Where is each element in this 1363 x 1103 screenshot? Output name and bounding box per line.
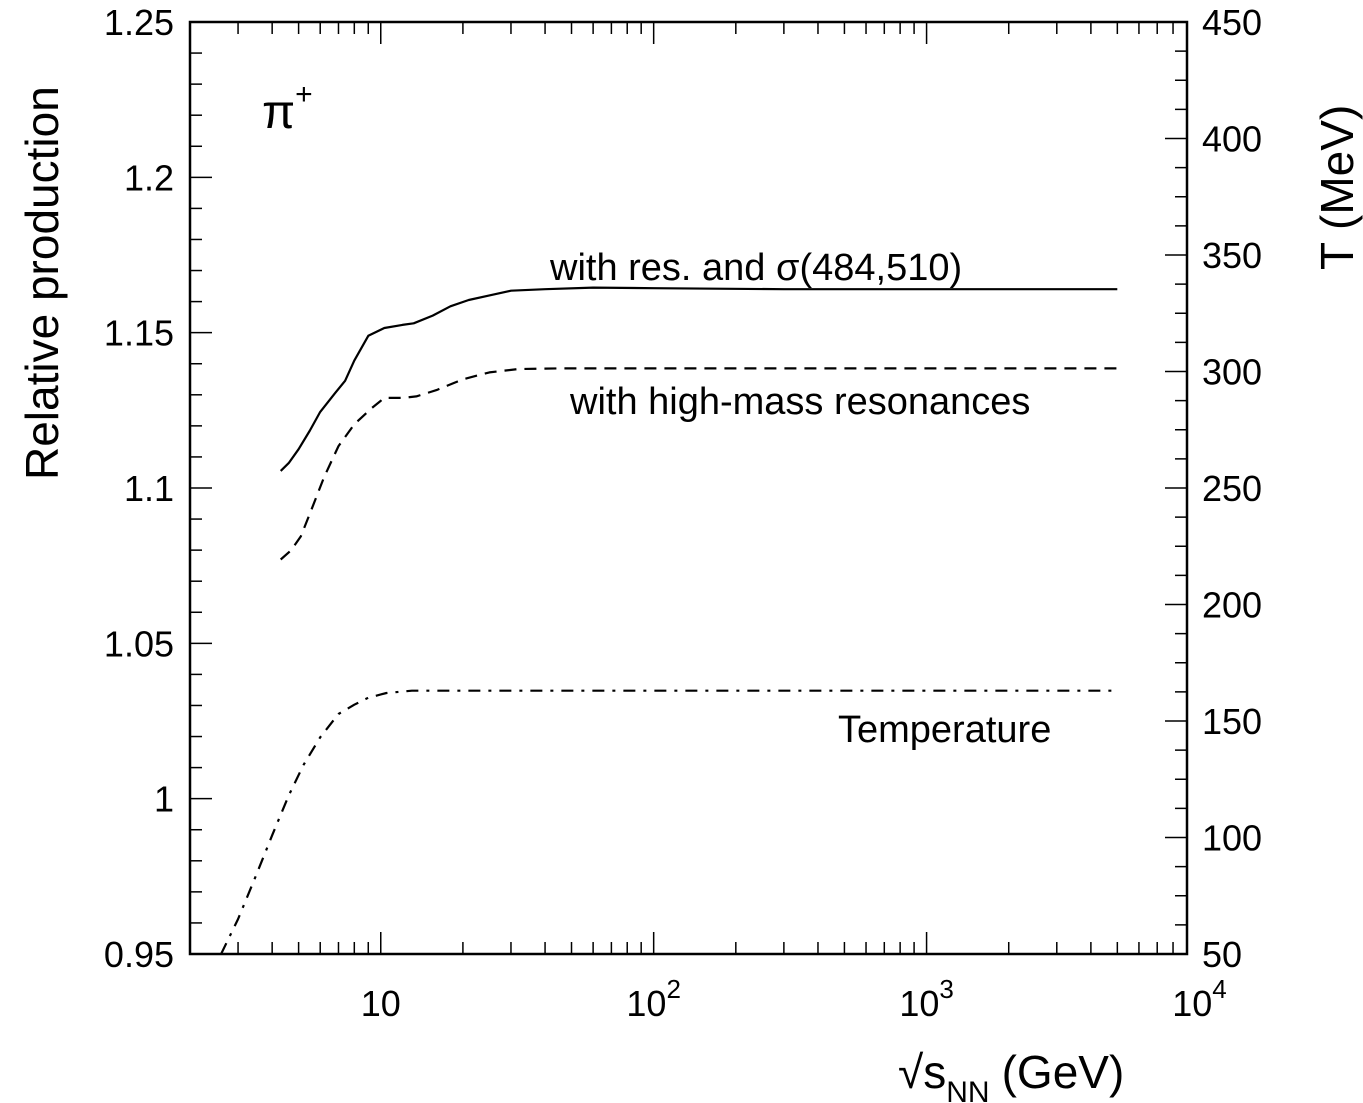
curve-res-sigma <box>279 286 1118 472</box>
panel-label-sup: + <box>295 78 313 111</box>
panel-label-base: π <box>262 86 295 139</box>
y-tick-label: 1.05 <box>104 623 174 664</box>
x-axis-title-base: s <box>923 1046 946 1098</box>
axis-ticks <box>189 21 1188 955</box>
x-axis-title: √sNN (GeV) <box>898 1046 1124 1103</box>
x-axis-title-sub: NN <box>946 1076 989 1103</box>
y-tick-label: 1 <box>154 779 174 820</box>
y2-tick-label: 250 <box>1202 468 1262 509</box>
x-tick-label: 10 <box>361 983 401 1024</box>
series-label-high-mass: with high-mass resonances <box>569 381 1030 423</box>
x-tick-label: 104 <box>1172 974 1227 1024</box>
x-tick-label-exp: 3 <box>939 974 953 1004</box>
y2-tick-label: 300 <box>1202 352 1262 393</box>
x-tick-label-exp: 4 <box>1212 974 1226 1004</box>
curve-high-mass <box>279 367 1118 561</box>
y2-tick-label: 200 <box>1202 585 1262 626</box>
x-tick-label: 102 <box>626 974 681 1024</box>
y-tick-label: 1.15 <box>104 313 174 354</box>
curves <box>220 286 1118 955</box>
y2-tick-label: 450 <box>1202 2 1262 43</box>
y2-tick-label: 50 <box>1202 934 1242 975</box>
curve-temperature <box>220 689 1118 955</box>
y-tick-label: 0.95 <box>104 934 174 975</box>
x-tick-label-base: 10 <box>899 983 939 1024</box>
y-tick-label: 1.25 <box>104 2 174 43</box>
y2-tick-label: 350 <box>1202 235 1262 276</box>
y-axis-title: Relative production <box>16 86 68 480</box>
y-tick-label: 1.2 <box>124 157 174 198</box>
x-tick-label-exp: 2 <box>666 974 680 1004</box>
y2-tick-label: 400 <box>1202 119 1262 160</box>
series-label-res-sigma: with res. and σ(484,510) <box>549 247 962 289</box>
y2-axis-title: T (MeV) <box>1311 105 1363 270</box>
x-tick-label-base: 10 <box>1172 983 1212 1024</box>
y2-tick-label: 100 <box>1202 818 1262 859</box>
panel-label: π+ <box>262 78 313 139</box>
x-axis-title-root: √ <box>898 1046 924 1098</box>
x-tick-label-base: 10 <box>626 983 666 1024</box>
series-label-temperature: Temperature <box>838 709 1051 751</box>
plot-frame <box>188 20 1189 956</box>
y-tick-label: 1.1 <box>124 468 174 509</box>
axis-tick-labels: 10 102 103 1040.9511.051.11.151.21.25501001… <box>104 2 1262 1024</box>
y2-tick-label: 150 <box>1202 701 1262 742</box>
x-axis-title-unit: (GeV) <box>1002 1046 1125 1098</box>
x-tick-label: 103 <box>899 974 954 1024</box>
